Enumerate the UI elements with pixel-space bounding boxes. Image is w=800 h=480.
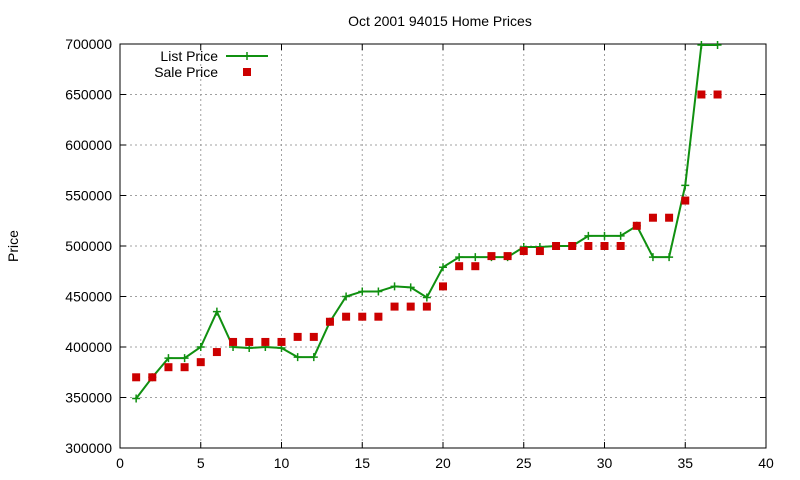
x-tick-label: 15 [354, 455, 370, 471]
sale-price-series [132, 90, 722, 382]
sale-price-point [277, 337, 286, 346]
y-tick-label: 400000 [65, 339, 112, 355]
x-tick-label: 30 [597, 455, 613, 471]
sale-price-point [439, 282, 447, 291]
sale-price-point [665, 213, 674, 222]
series-layer [132, 41, 722, 403]
x-tick-label: 5 [197, 455, 205, 471]
y-axis-label: Price [5, 230, 21, 262]
sale-price-point [616, 242, 625, 250]
chart-title: Oct 2001 94015 Home Prices [348, 13, 532, 29]
sale-price-point [229, 337, 238, 346]
y-tick-label: 600000 [65, 137, 112, 153]
list-price-point [132, 394, 141, 403]
sale-price-point [681, 196, 690, 205]
grid-lines [120, 44, 766, 448]
sale-price-point [422, 302, 431, 311]
sale-price-point [552, 242, 561, 250]
sale-price-point [519, 247, 528, 256]
sale-price-point [180, 363, 189, 372]
sale-price-point [648, 213, 657, 222]
list-price-point [681, 181, 690, 190]
x-tick-label: 20 [435, 455, 451, 471]
list-price-point [648, 253, 657, 262]
legend-label: Sale Price [154, 64, 218, 80]
list-price-point [455, 253, 464, 262]
y-tick-label: 500000 [65, 238, 112, 254]
axis-ticks: 300000 350000 400000 450000 500000 550000 6000… [65, 36, 774, 471]
list-price-point [665, 253, 674, 262]
list-price-point [439, 263, 447, 272]
sale-price-point [471, 262, 480, 271]
x-tick-label: 35 [677, 455, 693, 471]
sale-price-point [487, 252, 496, 261]
sale-price-point [600, 242, 609, 250]
list-price-point [180, 354, 189, 363]
sale-price-point [309, 332, 318, 341]
list-price-point [584, 231, 593, 240]
sale-price-point [293, 332, 302, 341]
sale-price-point [325, 317, 334, 326]
list-price-point [358, 287, 367, 296]
list-price-point [293, 353, 302, 362]
list-price-point [374, 287, 383, 296]
list-price-point [471, 253, 480, 262]
x-tick-label: 40 [758, 455, 774, 471]
list-price-point [212, 307, 221, 316]
sale-price-point [503, 252, 512, 261]
sale-price-point [697, 90, 706, 99]
sale-price-point [148, 373, 157, 382]
sale-price-point [584, 242, 593, 250]
sale-price-point [164, 363, 173, 372]
list-price-point [309, 353, 318, 362]
y-tick-label: 450000 [65, 289, 112, 305]
sale-price-point [212, 348, 221, 357]
legend-marker [243, 52, 251, 60]
legend-label: List Price [160, 48, 218, 64]
list-price-point [422, 293, 431, 302]
sale-price-point [261, 337, 270, 346]
list-price-point [342, 292, 351, 301]
sale-price-point [535, 247, 544, 256]
sale-price-point [713, 90, 722, 99]
y-tick-label: 650000 [65, 87, 112, 103]
sale-price-point [358, 312, 367, 321]
y-tick-label: 300000 [65, 440, 112, 456]
y-tick-label: 700000 [65, 36, 112, 52]
list-price-point [600, 231, 609, 240]
sale-price-point [342, 312, 351, 321]
sale-price-point [455, 262, 464, 271]
sale-price-point [568, 242, 577, 250]
list-price-point [390, 282, 399, 291]
list-price-point [406, 283, 415, 292]
x-tick-label: 10 [274, 455, 290, 471]
y-tick-label: 550000 [65, 188, 112, 204]
list-price-point [196, 343, 205, 351]
legend-marker [243, 68, 251, 76]
list-price-point [164, 354, 173, 363]
y-tick-label: 350000 [65, 390, 112, 406]
sale-price-point [390, 302, 399, 311]
list-price-point [697, 41, 706, 50]
sale-price-point [132, 373, 141, 382]
sale-price-point [245, 337, 254, 346]
x-tick-label: 25 [516, 455, 532, 471]
sale-price-point [406, 302, 415, 311]
sale-price-point [632, 221, 641, 230]
list-price-point [616, 231, 625, 240]
x-tick-label: 0 [116, 455, 124, 471]
sale-price-point [196, 358, 205, 367]
list-price-point [713, 41, 722, 50]
sale-price-point [374, 312, 383, 321]
list-price-line [135, 44, 718, 400]
